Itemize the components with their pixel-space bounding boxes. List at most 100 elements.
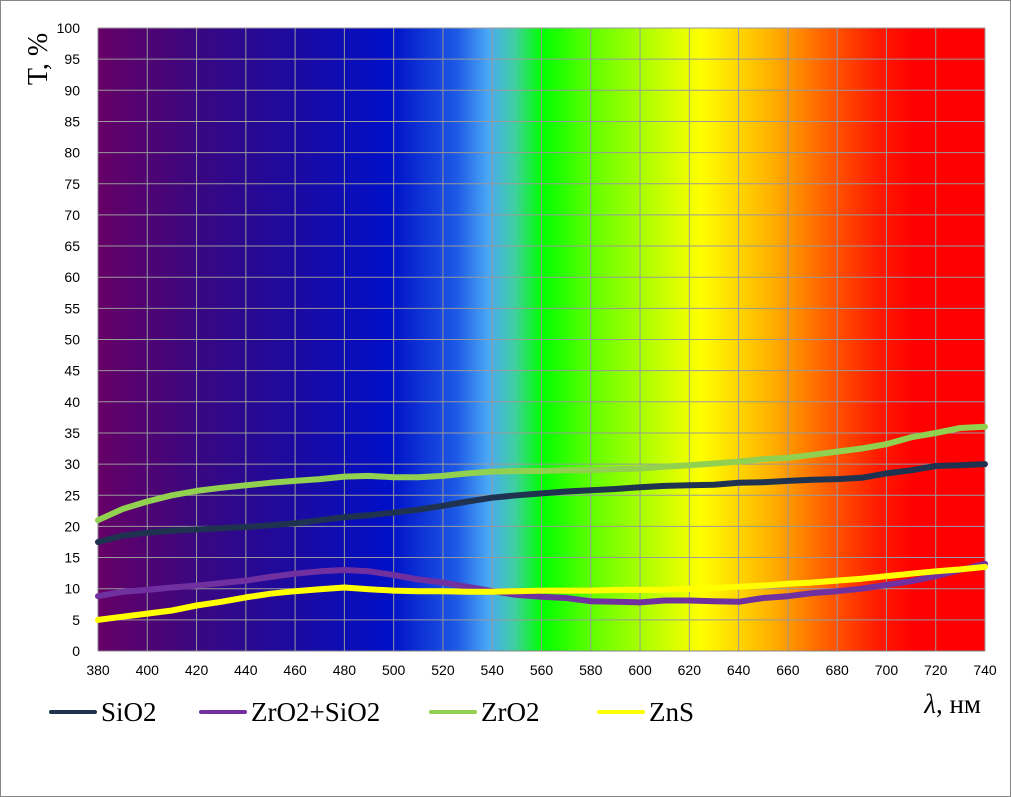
- series-point: [292, 571, 298, 576]
- series-point: [317, 476, 322, 482]
- y-tick-label: 75: [64, 176, 80, 192]
- series-point: [563, 595, 569, 601]
- series-point: [539, 588, 544, 593]
- series-point: [194, 603, 199, 608]
- series-point: [908, 579, 914, 584]
- series-point: [785, 455, 791, 461]
- series-point: [637, 587, 643, 593]
- series-point: [563, 489, 569, 494]
- series-point: [95, 593, 101, 599]
- series-point: [613, 587, 618, 593]
- series-point: [465, 584, 470, 590]
- series-point: [268, 480, 273, 485]
- series-point: [95, 517, 101, 523]
- series-point: [859, 475, 865, 481]
- series-point: [859, 576, 865, 581]
- y-tick-label: 25: [64, 487, 80, 503]
- y-tick-label: 40: [64, 394, 80, 410]
- series-point: [785, 581, 791, 586]
- axes: [97, 28, 985, 652]
- series-point: [687, 598, 692, 603]
- series-point: [342, 585, 347, 590]
- series-point: [120, 589, 125, 595]
- x-tick-label: 500: [382, 662, 406, 678]
- series-point: [292, 521, 298, 526]
- series-point: [834, 588, 840, 594]
- series-point: [218, 526, 224, 531]
- y-tick-label: 95: [64, 51, 80, 67]
- series-point: [958, 567, 963, 572]
- x-tick-label: 540: [481, 662, 505, 678]
- series-point: [490, 469, 495, 474]
- series-point: [268, 591, 273, 596]
- series-point: [391, 510, 396, 515]
- series-point: [342, 514, 347, 520]
- y-tick-label: 15: [64, 550, 80, 566]
- series-point: [366, 473, 372, 479]
- legend-item: ZnS: [597, 697, 694, 727]
- series-point: [933, 463, 938, 469]
- series-point: [268, 574, 273, 580]
- series-point: [834, 449, 840, 454]
- series-point: [145, 611, 150, 616]
- series-point: [317, 587, 322, 592]
- series-point: [243, 524, 249, 530]
- series-point: [982, 424, 988, 429]
- series-point: [884, 574, 889, 579]
- series-point: [687, 463, 692, 468]
- grid: [97, 27, 986, 652]
- series-point: [120, 533, 125, 538]
- series-point: [292, 588, 298, 594]
- series-point: [662, 483, 667, 489]
- legend-label: ZnS: [649, 697, 694, 727]
- series-point: [613, 599, 618, 604]
- legend-item: SiO2: [49, 697, 157, 727]
- y-tick-label: 50: [64, 332, 80, 348]
- series-point: [243, 483, 249, 488]
- series-point: [588, 598, 593, 604]
- series-0: [95, 461, 988, 545]
- series-point: [440, 580, 446, 585]
- legend-label: ZrO2+SiO2: [251, 697, 380, 727]
- x-tick-label: 600: [628, 662, 652, 678]
- series-point: [908, 435, 914, 440]
- series-point: [711, 482, 717, 487]
- series-point: [662, 587, 667, 593]
- y-tick-label: 35: [64, 425, 80, 441]
- x-tick-label: 560: [530, 662, 554, 678]
- series-point: [958, 425, 963, 431]
- series-layer: [95, 423, 988, 623]
- series-point: [810, 452, 815, 457]
- y-tick-label: 65: [64, 238, 80, 254]
- y-tick-label: 100: [57, 20, 81, 36]
- series-point: [218, 485, 224, 490]
- y-tick-label: 5: [72, 612, 80, 628]
- series-point: [465, 589, 470, 595]
- y-axis-title: T, %: [23, 33, 54, 85]
- x-tick-label: 680: [825, 662, 849, 678]
- series-point: [292, 478, 298, 484]
- series-point: [95, 539, 101, 545]
- series-point: [662, 464, 667, 469]
- series-point: [416, 507, 421, 512]
- series-3: [95, 563, 988, 623]
- series-2: [95, 423, 988, 524]
- y-tick-labels: 0 5 10 15 20 25 30 35 40 45 50 55 60 65 70 75 80 85 90 95 10…: [57, 20, 81, 659]
- series-point: [317, 569, 322, 574]
- series-point: [218, 599, 224, 604]
- series-point: [416, 474, 421, 480]
- series-point: [687, 586, 692, 591]
- series-point: [169, 608, 175, 613]
- x-tick-label: 480: [333, 662, 357, 678]
- series-point: [662, 598, 667, 603]
- x-tick-label: 380: [86, 662, 110, 678]
- series-point: [588, 468, 593, 473]
- series-point: [859, 586, 865, 591]
- series-point: [810, 477, 815, 482]
- series-point: [95, 617, 101, 623]
- x-tick-label: 580: [579, 662, 603, 678]
- series-point: [908, 571, 914, 576]
- series-point: [145, 499, 150, 504]
- series-point: [810, 580, 815, 585]
